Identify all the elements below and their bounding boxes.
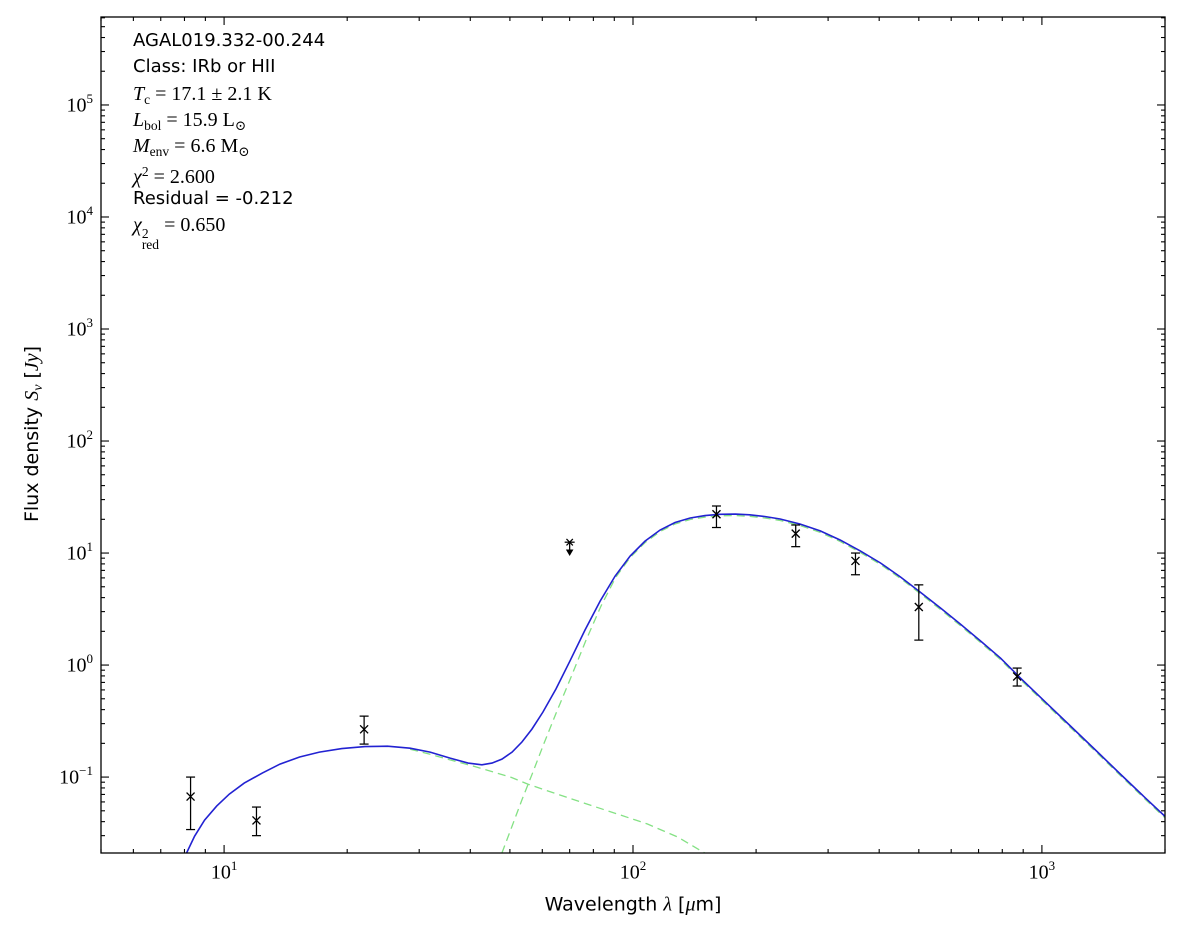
x-tick-label: 103 <box>1028 858 1056 884</box>
annotation-line-temperature: Tc = 17.1 ± 2.1 K <box>133 82 272 107</box>
y-tick-label: 103 <box>66 315 94 341</box>
annotation-line-chi-squared-red: χ 2 red = 0.650 <box>133 214 226 253</box>
y-tick-label: 105 <box>66 90 94 117</box>
x-axis-title: Wavelength λ [μm] <box>544 893 722 916</box>
annotation-line-class: Class: IRb or HII <box>133 56 276 78</box>
y-tick-label: 104 <box>66 202 94 229</box>
y-tick-label: 102 <box>66 427 94 453</box>
y-tick-label: 10−1 <box>59 763 93 789</box>
axis-ticks <box>100 17 1166 853</box>
annotation-line-source-name: AGAL019.332-00.244 <box>133 30 326 51</box>
annotation-line-luminosity: Lbol = 15.9 L⊙ <box>133 108 247 133</box>
annotation-line-residual: Residual = -0.212 <box>133 187 294 209</box>
x-tick-label: 102 <box>619 858 647 884</box>
plot-border <box>100 16 1166 854</box>
x-tick-label: 101 <box>210 858 238 884</box>
sup-sub-stack: 2 red <box>141 226 160 253</box>
y-tick-label: 100 <box>66 651 94 677</box>
data-points <box>186 505 1022 837</box>
y-tick-label: 101 <box>66 539 94 565</box>
total-model-curve <box>185 513 1165 853</box>
cold-component-curve <box>501 514 1165 853</box>
fit-annotation-block: AGAL019.332-00.244 Class: IRb or HII Tc = … <box>133 28 326 253</box>
annotation-line-envelope-mass: Menv = 6.6 M⊙ <box>133 135 250 160</box>
annotation-line-chi-squared: χ2 = 2.600 <box>133 164 215 189</box>
warm-component-curve <box>409 748 706 853</box>
